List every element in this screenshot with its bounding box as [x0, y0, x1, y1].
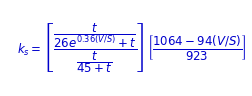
Text: $k_s = \left[\dfrac{\dfrac{t}{26e^{0.36(V/S)}+t}}{\dfrac{t}{45+t}}\right]\left[\: $k_s = \left[\dfrac{\dfrac{t}{26e^{0.36(…	[17, 21, 245, 75]
